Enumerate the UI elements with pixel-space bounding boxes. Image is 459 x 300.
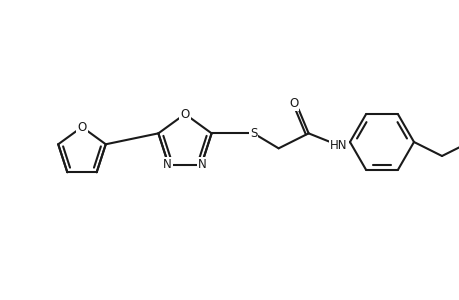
Text: HN: HN [329, 139, 347, 152]
Text: O: O [288, 97, 297, 110]
Text: N: N [198, 158, 207, 171]
Text: O: O [180, 107, 189, 121]
Text: S: S [249, 127, 257, 140]
Text: N: N [163, 158, 172, 171]
Text: O: O [77, 121, 86, 134]
